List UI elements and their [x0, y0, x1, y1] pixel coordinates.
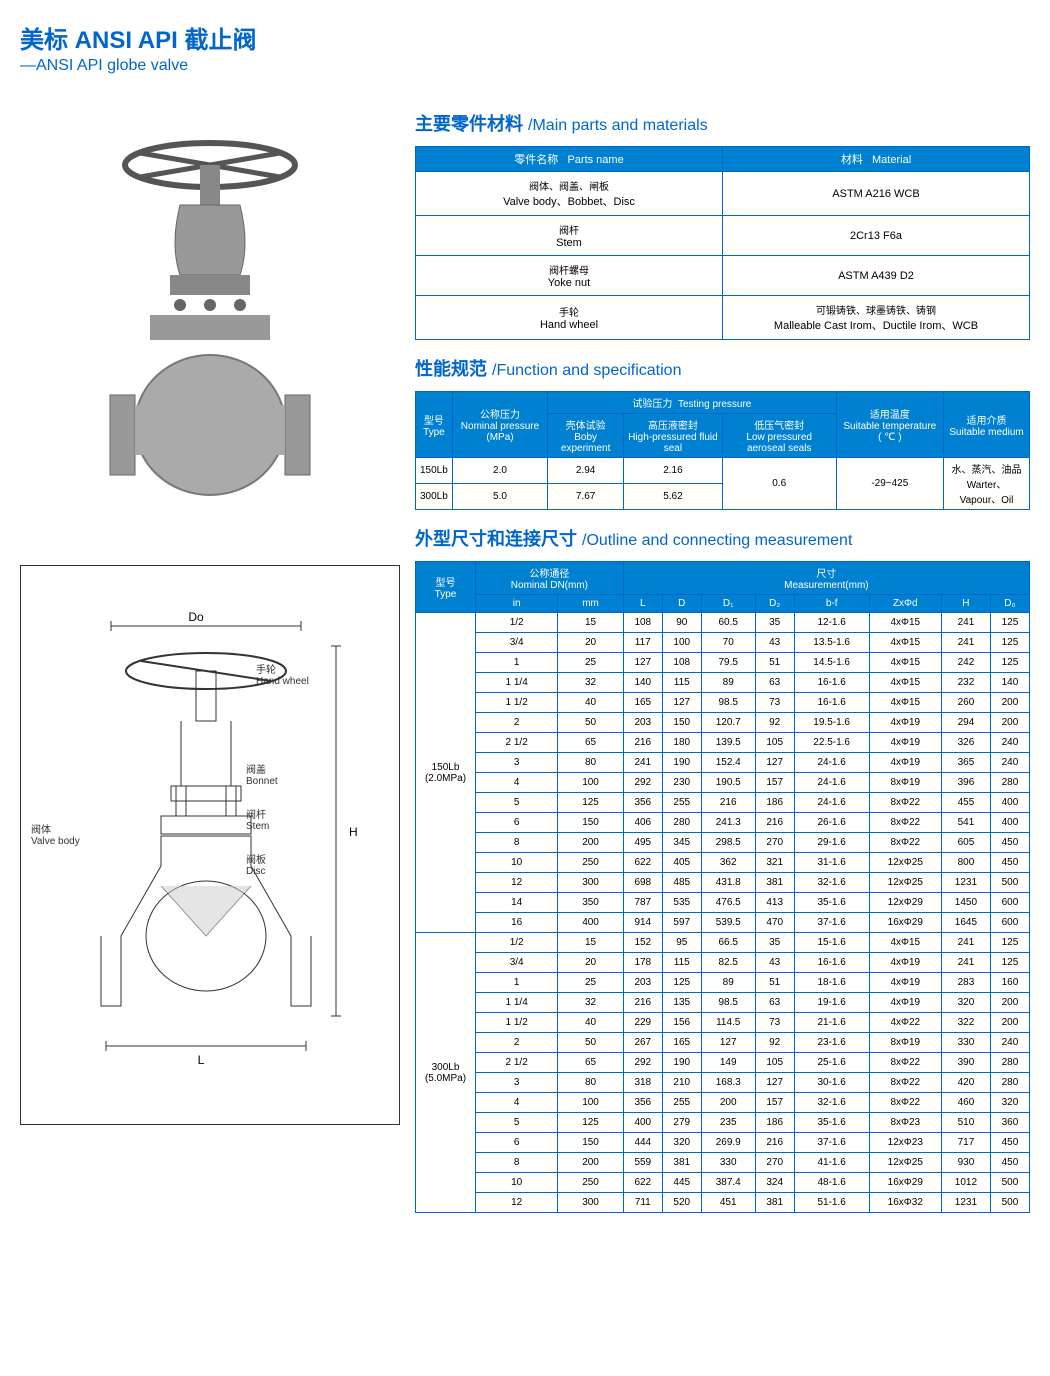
label-stem: 阀杆Stem — [246, 806, 269, 832]
title-en: —ANSI API globe valve — [20, 57, 1030, 75]
label-valvebody: 阀体Valve body — [31, 821, 80, 847]
materials-table: 零件名称 Parts name 材料 Material 阀体、阀盖、闸板Valv… — [415, 146, 1030, 340]
svg-text:Do: Do — [188, 610, 204, 624]
title-cn: 美标 ANSI API 截止阀 — [20, 20, 1030, 55]
section2-title: 性能规范 /Function and specification — [415, 355, 1030, 381]
dimensions-table: 型号Type 公称通径Nominal DN(mm) 尺寸Measurement(… — [415, 561, 1030, 1213]
section3-title: 外型尺寸和连接尺寸 /Outline and connecting measur… — [415, 525, 1030, 551]
svg-text:L: L — [198, 1053, 205, 1067]
page-title: 美标 ANSI API 截止阀 —ANSI API globe valve — [20, 20, 1030, 75]
section1-title: 主要零件材料 /Main parts and materials — [415, 110, 1030, 136]
technical-diagram: Do H L 手轮Hand wheel 阀盖Bonnet 阀杆Stem — [20, 565, 400, 1125]
valve-illustration — [70, 115, 350, 535]
left-column: Do H L 手轮Hand wheel 阀盖Bonnet 阀杆Stem — [20, 95, 400, 1213]
svg-text:H: H — [349, 825, 358, 839]
valve-photo — [70, 115, 350, 535]
label-disc: 阀板Disc — [246, 851, 266, 877]
right-column: 主要零件材料 /Main parts and materials 零件名称 Pa… — [415, 95, 1030, 1213]
spec-table: 型号Type 公称压力Nominal pressure (MPa) 试验压力 T… — [415, 391, 1030, 510]
label-handwheel: 手轮Hand wheel — [256, 661, 309, 687]
label-bonnet: 阀盖Bonnet — [246, 761, 278, 787]
